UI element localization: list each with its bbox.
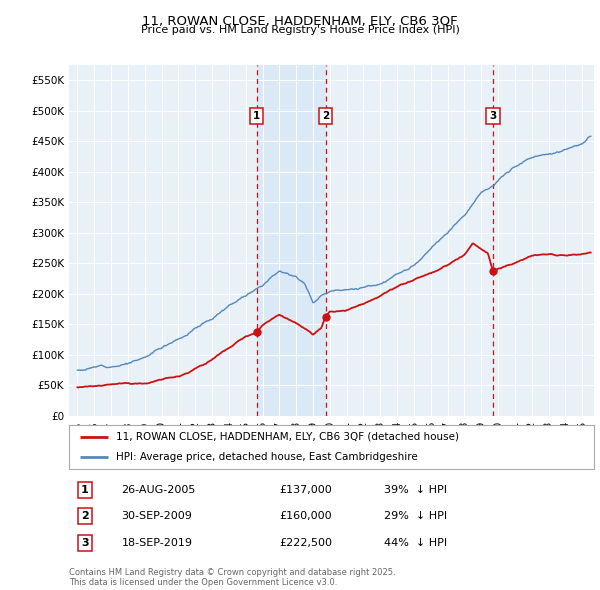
Text: 11, ROWAN CLOSE, HADDENHAM, ELY, CB6 3QF (detached house): 11, ROWAN CLOSE, HADDENHAM, ELY, CB6 3QF…	[116, 432, 459, 442]
Text: £160,000: £160,000	[279, 512, 332, 521]
Bar	[257, 65, 326, 416]
Text: £137,000: £137,000	[279, 485, 332, 495]
Text: 11, ROWAN CLOSE, HADDENHAM, ELY, CB6 3QF: 11, ROWAN CLOSE, HADDENHAM, ELY, CB6 3QF	[142, 15, 458, 28]
Text: 3: 3	[490, 111, 497, 121]
Text: 1: 1	[253, 111, 260, 121]
Text: 29%  ↓ HPI: 29% ↓ HPI	[384, 512, 447, 521]
Text: 1: 1	[81, 485, 89, 495]
Text: £222,500: £222,500	[279, 537, 332, 548]
Text: Price paid vs. HM Land Registry's House Price Index (HPI): Price paid vs. HM Land Registry's House …	[140, 25, 460, 35]
Text: HPI: Average price, detached house, East Cambridgeshire: HPI: Average price, detached house, East…	[116, 452, 418, 462]
Text: 2: 2	[322, 111, 329, 121]
Text: 2: 2	[81, 512, 89, 521]
Text: 26-AUG-2005: 26-AUG-2005	[121, 485, 196, 495]
Text: 39%  ↓ HPI: 39% ↓ HPI	[384, 485, 447, 495]
Text: 18-SEP-2019: 18-SEP-2019	[121, 537, 193, 548]
Text: 3: 3	[81, 537, 89, 548]
Text: Contains HM Land Registry data © Crown copyright and database right 2025.
This d: Contains HM Land Registry data © Crown c…	[69, 568, 395, 587]
Text: 30-SEP-2009: 30-SEP-2009	[121, 512, 193, 521]
Text: 44%  ↓ HPI: 44% ↓ HPI	[384, 537, 447, 548]
